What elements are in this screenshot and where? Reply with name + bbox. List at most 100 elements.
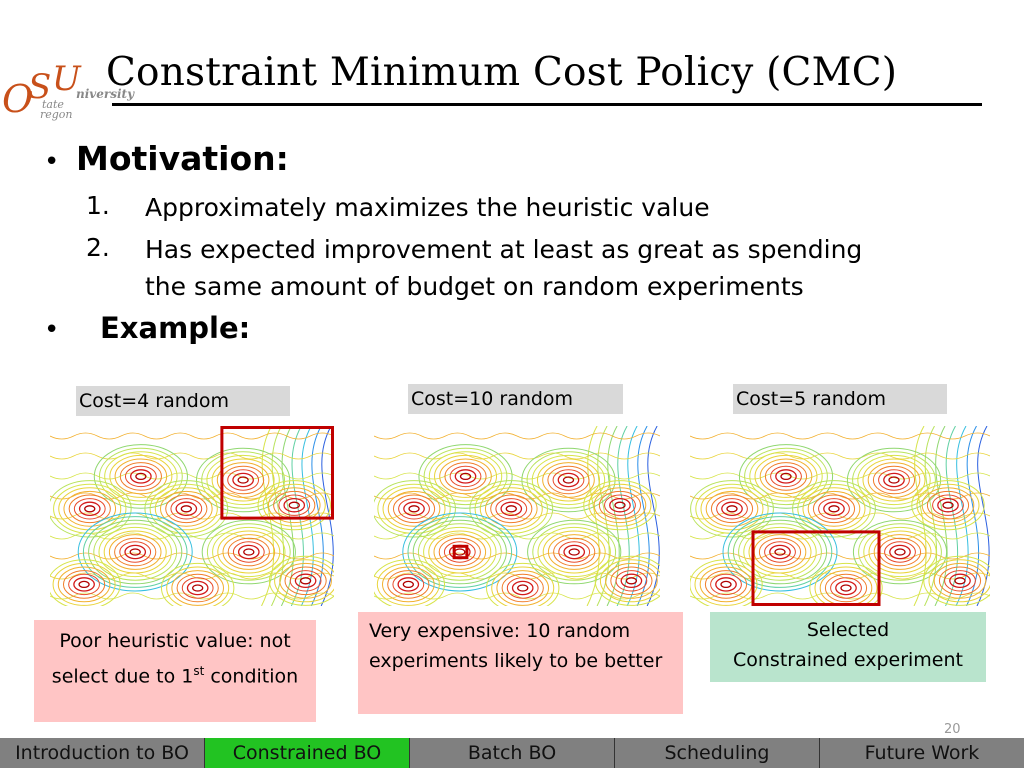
contour-ring: [938, 566, 982, 596]
selection-box: [452, 544, 469, 560]
contour-line: [310, 426, 324, 606]
contour-ring: [294, 573, 317, 589]
contour-ring: [884, 541, 916, 563]
contour-ring: [852, 519, 948, 585]
contour-ring: [73, 577, 95, 592]
svg-text:niversity: niversity: [76, 87, 135, 101]
contour-ring: [181, 577, 214, 599]
svg-text:S: S: [28, 67, 51, 107]
contour-ring: [594, 555, 660, 606]
contour-plot: [690, 426, 990, 606]
contour-line: [636, 426, 650, 606]
contour-ring: [599, 559, 660, 603]
contour-ring: [738, 444, 834, 509]
contour-ring: [186, 580, 209, 596]
contour-line: [50, 512, 334, 520]
contour-ring: [243, 548, 255, 556]
contour-ring: [104, 451, 178, 502]
contour-ring: [108, 534, 162, 570]
contour-ring: [283, 497, 306, 513]
contour-ring: [942, 501, 954, 509]
contour-ring: [547, 465, 590, 495]
contour-ring: [695, 483, 769, 534]
contour-ring: [705, 490, 759, 527]
contour-ring: [398, 498, 430, 520]
contour-ring: [774, 548, 786, 556]
contour-ring: [738, 523, 822, 581]
contour-ring: [93, 444, 188, 509]
caption-selected: Selected Constrained experiment: [710, 612, 986, 682]
contour-ring: [605, 562, 658, 599]
nav-introduction-to-bo[interactable]: Introduction to BO: [0, 738, 205, 768]
contour-ring: [403, 501, 425, 517]
contour-ring: [780, 472, 792, 481]
contour-ring: [526, 451, 611, 509]
contour-ring: [130, 469, 152, 484]
contour-ring: [119, 462, 162, 491]
contour-ring: [797, 483, 871, 534]
contour-ring: [823, 501, 845, 517]
contour-ring: [232, 541, 265, 563]
nav-future-work[interactable]: Future Work: [820, 738, 1024, 768]
contour-ring: [284, 566, 327, 596]
contour-ring: [454, 548, 466, 556]
motivation-heading: Motivation:: [76, 139, 289, 178]
contour-ring: [809, 562, 883, 606]
contour-ring: [289, 570, 322, 592]
contour-ring: [114, 537, 157, 567]
contour-ring: [732, 519, 828, 585]
contour-ring: [615, 570, 648, 592]
contour-ring: [542, 462, 595, 498]
contour-ring: [216, 462, 270, 498]
contour-line: [690, 472, 990, 480]
caption-text: condition: [204, 665, 299, 688]
contour-line: [646, 426, 660, 606]
contour-ring: [443, 541, 476, 563]
contour-ring: [517, 584, 529, 592]
contour-ring: [894, 548, 906, 556]
contour-ring: [722, 512, 838, 592]
contour-ring: [840, 584, 852, 592]
contour-ring: [500, 501, 523, 517]
contour-ring: [490, 494, 533, 524]
contour-ring: [764, 541, 796, 563]
page-number: 20: [944, 722, 961, 737]
cost-label: Cost=10 random: [408, 384, 623, 414]
osu-logo: O S U niversity tate regon: [2, 46, 142, 124]
contour-ring: [222, 534, 276, 570]
contour-ring: [553, 537, 596, 567]
contour-ring: [726, 505, 738, 513]
contour-ring: [267, 487, 321, 524]
contour-line: [690, 592, 990, 600]
contour-ring: [109, 454, 173, 498]
contour-ring: [933, 562, 987, 599]
list-number: 1.: [86, 191, 110, 220]
example-heading: Example:: [100, 311, 251, 345]
contour-ring: [888, 476, 900, 484]
contour-ring: [408, 505, 420, 513]
contour-ring: [921, 487, 975, 524]
contour-ring: [775, 469, 797, 484]
contour-ring: [748, 530, 812, 574]
contour-ring: [98, 447, 183, 506]
nav-constrained-bo[interactable]: Constrained BO: [205, 738, 410, 768]
contour-line: [924, 426, 938, 606]
contour-ring: [180, 505, 192, 513]
contour-ring: [814, 566, 878, 606]
contour-line: [50, 432, 334, 440]
nav-scheduling[interactable]: Scheduling: [615, 738, 820, 768]
nav-batch-bo[interactable]: Batch BO: [410, 738, 615, 768]
contour-ring: [593, 487, 647, 524]
contour-ring: [124, 544, 147, 560]
svg-text:O: O: [2, 77, 33, 121]
contour-ring: [417, 523, 502, 581]
list-item-line: Has expected improvement at least as gre…: [145, 235, 863, 264]
caption-poor-heuristic: Poor heuristic value: not select due to …: [34, 620, 316, 722]
contour-ring: [753, 534, 807, 570]
contour-ring: [176, 573, 219, 603]
contour-ring: [496, 570, 550, 606]
contour-ring: [50, 480, 132, 538]
contour-ring: [58, 487, 122, 531]
contour-ring: [206, 523, 291, 581]
contour-ring: [206, 454, 280, 506]
